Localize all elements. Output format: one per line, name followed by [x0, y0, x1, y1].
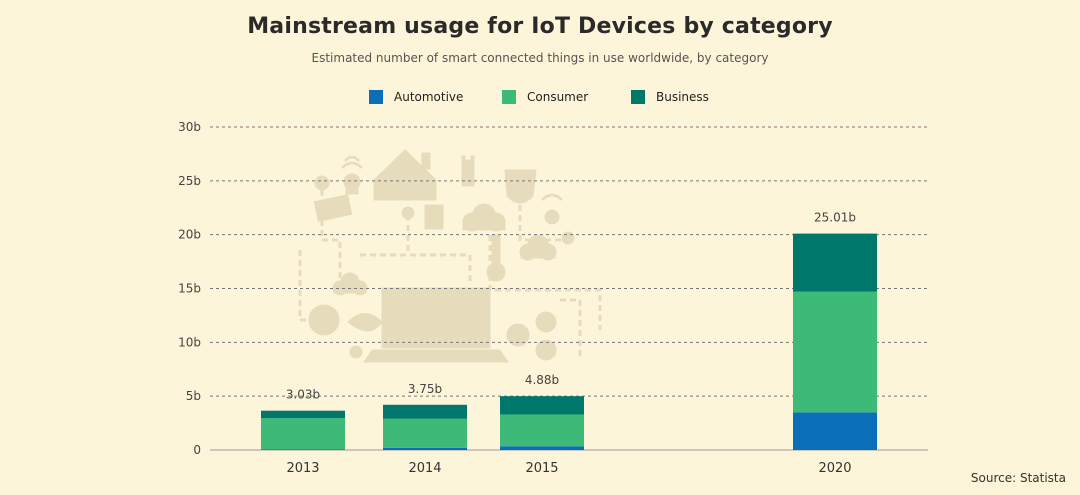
legend-label-business: Business	[656, 90, 709, 104]
bar-segment-consumer[interactable]	[383, 418, 467, 448]
bar-total-label: 25.01b	[814, 211, 856, 225]
bar-segment-business[interactable]	[500, 396, 584, 415]
x-tick-label: 2013	[286, 461, 319, 476]
y-tick-label: 15b	[178, 282, 201, 296]
legend-item-business[interactable]: Business	[631, 90, 709, 104]
bar-segment-consumer[interactable]	[500, 414, 584, 447]
y-tick-label: 30b	[178, 120, 201, 134]
chart-title: Mainstream usage for IoT Devices by cate…	[247, 14, 833, 39]
y-tick-label: 10b	[178, 335, 201, 349]
y-tick-label: 20b	[178, 228, 201, 242]
bar-segment-consumer[interactable]	[261, 418, 345, 450]
bar-total-label: 4.88b	[525, 373, 559, 387]
bar-segment-automotive[interactable]	[261, 449, 345, 450]
y-tick-label: 25b	[178, 174, 201, 188]
labels-layer: 3.03b 2013 3.75b 2014 4.88b 2015 25.01b 2020	[286, 211, 856, 476]
y-tick-label: 5b	[186, 389, 201, 403]
legend-label-consumer: Consumer	[527, 90, 589, 104]
bar-total-label: 3.03b	[286, 388, 320, 402]
bar-segment-business[interactable]	[261, 410, 345, 419]
legend-swatch-consumer	[502, 90, 516, 104]
bar-segment-automotive[interactable]	[793, 412, 877, 450]
y-tick-label: 0	[193, 443, 201, 457]
chart-subtitle: Estimated number of smart connected thin…	[311, 51, 769, 65]
legend-swatch-business	[631, 90, 645, 104]
legend-item-automotive[interactable]: Automotive	[369, 90, 463, 104]
bar-segment-consumer[interactable]	[793, 291, 877, 413]
bar-segment-business[interactable]	[383, 404, 467, 419]
bar-segment-business[interactable]	[793, 233, 877, 292]
bar-total-label: 3.75b	[408, 382, 442, 396]
legend-label-automotive: Automotive	[394, 90, 464, 104]
legend-swatch-automotive	[369, 90, 383, 104]
bars-layer	[261, 233, 877, 450]
source-note: Source: Statista	[970, 471, 1066, 485]
bar-segment-automotive[interactable]	[500, 446, 584, 450]
x-tick-label: 2014	[408, 461, 441, 476]
legend: Automotive Consumer Business	[0, 90, 1080, 108]
iot-illustration	[298, 149, 602, 363]
bar-segment-automotive[interactable]	[383, 447, 467, 450]
x-tick-label: 2020	[818, 461, 851, 476]
x-tick-label: 2015	[525, 461, 558, 476]
legend-item-consumer[interactable]: Consumer	[502, 90, 588, 104]
